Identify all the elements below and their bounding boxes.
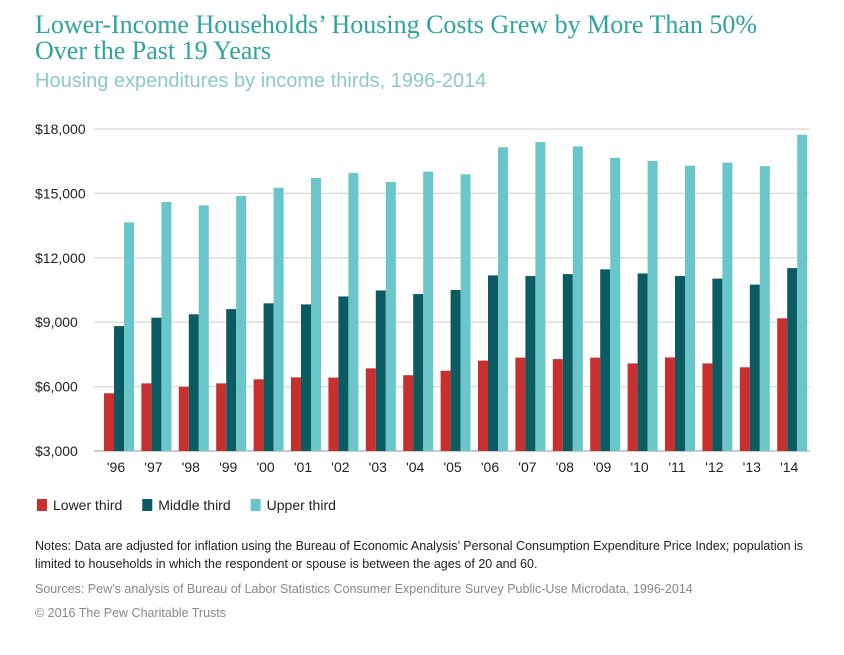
y-tick-label: $9,000 <box>35 314 78 330</box>
y-tick-label: $3,000 <box>35 443 78 459</box>
x-tick-label: '97 <box>144 459 162 475</box>
x-tick-label: '08 <box>556 459 574 475</box>
copyright: © 2016 The Pew Charitable Trusts <box>35 606 227 620</box>
legend-label: Lower third <box>53 497 122 513</box>
bar-upper-third <box>498 147 508 451</box>
x-tick-label: '01 <box>294 459 312 475</box>
bar-lower-third <box>702 363 713 451</box>
bar-lower-third <box>552 359 563 451</box>
x-tick-label: '11 <box>668 459 685 475</box>
bar-middle-third <box>712 278 723 451</box>
legend-swatch <box>250 499 261 511</box>
bar-middle-third <box>637 273 648 451</box>
bar-lower-third <box>141 383 152 451</box>
chart-subtitle: Housing expenditures by income thirds, 1… <box>35 70 487 92</box>
bar-middle-third <box>338 296 349 451</box>
bar-lower-third <box>104 393 114 451</box>
bar-middle-third <box>450 290 461 451</box>
bar-middle-third <box>301 304 311 451</box>
bar-upper-third <box>722 162 733 451</box>
y-tick-label: $15,000 <box>35 185 86 201</box>
chart-sources: Sources: Pew’s analysis of Bureau of Lab… <box>35 582 693 596</box>
bar-middle-third <box>600 269 611 451</box>
bar-lower-third <box>515 357 526 451</box>
x-tick-label: '06 <box>481 459 499 475</box>
bar-lower-third <box>590 357 601 451</box>
bar-chart: $3,000 $6,000 $9,000 $12,000 $15,000 $18,000 '… <box>35 121 810 513</box>
bar-lower-third <box>216 383 227 451</box>
bar-middle-third <box>562 274 573 451</box>
x-tick-label: '02 <box>331 459 349 475</box>
bar-middle-third <box>375 290 386 451</box>
bar-upper-third <box>385 182 396 452</box>
bar-middle-third <box>188 314 199 451</box>
bar-lower-third <box>403 375 414 451</box>
bar-upper-third <box>797 134 808 451</box>
bar-lower-third <box>291 377 301 451</box>
x-tick-label: '12 <box>705 459 723 475</box>
bar-lower-third <box>365 368 376 451</box>
bar-middle-third <box>226 309 237 451</box>
x-tick-label: '04 <box>406 459 424 475</box>
bar-upper-third <box>572 146 583 451</box>
bar-middle-third <box>413 294 424 451</box>
bar-middle-third <box>749 284 760 451</box>
x-tick-label: '03 <box>369 459 387 475</box>
bar-middle-third <box>151 317 162 451</box>
bar-middle-third <box>263 303 274 451</box>
bar-lower-third <box>253 379 264 451</box>
legend-swatch <box>37 499 47 511</box>
bar-upper-third <box>759 166 770 451</box>
bar-upper-third <box>311 177 321 451</box>
legend-label: Middle third <box>158 497 230 513</box>
x-tick-label: '10 <box>630 459 648 475</box>
bar-upper-third <box>535 142 546 451</box>
bar-lower-third <box>440 370 451 451</box>
bar-lower-third <box>328 377 339 451</box>
bar-middle-third <box>114 326 124 451</box>
x-tick-label: '14 <box>780 459 798 475</box>
x-tick-label: '00 <box>256 459 274 475</box>
bar-upper-third <box>348 173 359 452</box>
x-tick-label: '98 <box>182 459 200 475</box>
bar-upper-third <box>460 174 471 451</box>
bar-middle-third <box>675 276 685 451</box>
bar-lower-third <box>627 363 638 451</box>
bar-upper-third <box>236 195 247 451</box>
x-tick-label: '07 <box>518 459 536 475</box>
y-tick-label: $12,000 <box>35 250 86 266</box>
x-tick-label: '99 <box>219 459 237 475</box>
y-tick-label: $18,000 <box>35 121 86 137</box>
bar-upper-third <box>423 171 434 451</box>
bar-upper-third <box>273 187 284 451</box>
bar-lower-third <box>478 360 488 451</box>
bar-upper-third <box>161 201 172 451</box>
chart-title: Lower-Income Households’ Housing Costs G… <box>35 10 758 65</box>
x-tick-label: '09 <box>593 459 611 475</box>
bar-lower-third <box>777 318 788 451</box>
bar-lower-third <box>739 367 750 451</box>
bar-middle-third <box>488 275 498 451</box>
x-tick-label: '96 <box>107 459 125 475</box>
y-tick-label: $6,000 <box>35 379 78 395</box>
chart-notes: Notes: Data are adjusted for inflation u… <box>35 539 804 571</box>
legend-swatch <box>142 499 153 511</box>
bar-upper-third <box>124 222 134 451</box>
bar-lower-third <box>178 386 189 451</box>
bar-middle-third <box>787 268 798 451</box>
bar-upper-third <box>610 157 621 452</box>
bar-upper-third <box>198 205 209 451</box>
x-tick-label: '13 <box>743 459 761 475</box>
bar-upper-third <box>685 165 695 451</box>
legend-label: Upper third <box>267 497 336 513</box>
bar-lower-third <box>665 357 675 451</box>
bar-middle-third <box>525 276 536 451</box>
x-tick-label: '05 <box>443 459 461 475</box>
bar-upper-third <box>647 160 658 451</box>
